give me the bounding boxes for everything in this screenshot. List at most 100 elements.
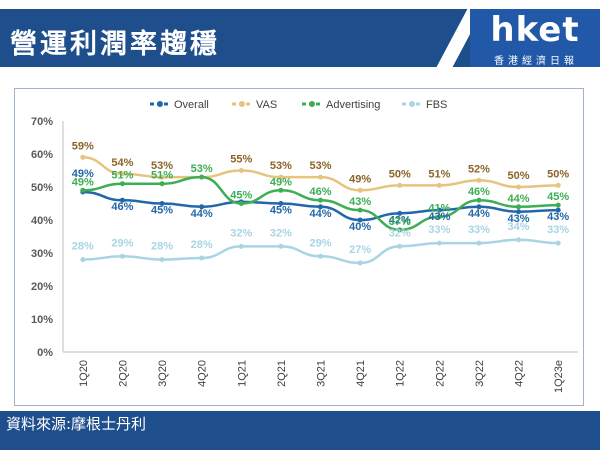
point-advertising [318,197,323,203]
point-fbs [278,243,284,249]
data-label-vas: 52% [468,163,490,175]
point-fbs [436,240,442,246]
x-tick-label: 2Q20 [117,360,129,387]
legend-marker [157,101,163,107]
x-tick-label: 3Q20 [157,360,169,387]
logo-subtitle: 香港經濟日報 [494,56,578,67]
point-vas [357,187,363,193]
data-label-advertising: 51% [111,170,133,182]
point-advertising [555,202,561,208]
point-overall [199,204,205,210]
data-label-overall: 45% [151,205,173,217]
point-vas [80,154,86,160]
legend-marker [239,101,245,107]
point-fbs [357,260,363,266]
data-label-fbs: 33% [468,224,490,236]
legend-marker [409,101,415,107]
point-fbs [80,257,86,263]
line-chart: 0% 10% 20% 30% 40% 50% 60% 70% 1Q20 2Q20 3Q20 4Q20 1… [31,99,578,393]
point-vas [278,174,284,180]
point-fbs [199,255,205,261]
data-label-advertising: 46% [309,186,331,198]
source-note: 資料來源:摩根士丹利 [6,415,147,433]
point-fbs [397,243,403,249]
legend-label: VAS [256,99,277,111]
point-advertising [238,201,244,206]
point-fbs [238,243,244,249]
data-label-advertising: 44% [508,193,530,205]
point-advertising [357,207,363,213]
point-vas [555,182,561,188]
data-label-overall: 40% [349,221,371,233]
data-label-overall: 45% [270,205,292,217]
x-tick-label: 2Q21 [276,360,288,387]
x-tick-label: 3Q21 [316,360,328,387]
y-tick-label: 70% [31,116,53,128]
chart-frame [14,88,584,406]
data-label-fbs: 32% [389,227,411,239]
data-label-fbs: 32% [270,227,292,239]
point-overall [516,209,522,215]
point-fbs [555,240,561,246]
point-overall [159,201,165,206]
x-tick-label: 1Q20 [78,360,90,387]
point-vas [436,182,442,188]
y-tick-label: 10% [31,314,53,326]
data-label-advertising: 51% [151,170,173,182]
point-advertising [159,181,165,187]
point-advertising [199,174,205,180]
point-vas [516,184,522,190]
data-label-overall: 43% [428,211,450,223]
x-tick-label: 4Q21 [355,360,367,387]
page-title: 營運利潤率趨穩 [10,29,220,60]
y-tick-label: 60% [31,149,53,161]
data-label-vas: 59% [72,140,94,152]
data-label-overall: 44% [191,208,213,220]
y-tick-label: 30% [31,248,53,260]
data-label-fbs: 28% [191,239,213,251]
legend-label: Advertising [326,99,380,111]
data-label-advertising: 49% [72,176,94,188]
point-vas [119,171,125,177]
legend-label: Overall [174,99,209,111]
data-label-fbs: 28% [151,241,173,253]
data-label-advertising: 45% [230,190,252,202]
x-tick-label: 1Q23e [553,360,565,393]
data-label-overall: 44% [309,208,331,220]
footer-bar [0,411,600,450]
data-label-fbs: 32% [230,227,252,239]
logo [470,9,600,67]
data-label-advertising: 41% [428,203,450,215]
point-advertising [516,204,522,210]
data-label-overall: 46% [111,201,133,213]
data-label-advertising: 43% [349,196,371,208]
point-advertising [436,214,442,220]
point-fbs [119,253,125,259]
data-label-overall: 43% [547,211,569,223]
data-label-vas: 50% [389,168,411,180]
data-label-fbs: 27% [349,244,371,256]
point-overall [476,204,482,210]
x-tick-label: 1Q21 [236,360,248,387]
data-label-advertising: 37% [389,216,411,228]
point-vas [238,168,244,173]
point-advertising [278,187,284,193]
point-advertising [119,181,125,187]
legend-label: FBS [426,99,447,111]
point-fbs [318,253,323,259]
point-advertising [80,187,86,193]
point-advertising [397,227,403,233]
data-label-vas: 50% [508,170,530,182]
x-tick-label: 4Q22 [514,360,526,387]
data-label-overall: 42% [389,214,411,226]
point-overall [397,210,403,216]
point-overall [278,201,284,206]
y-tick-label: 0% [37,347,53,359]
data-label-advertising: 46% [468,186,490,198]
point-vas [159,174,165,180]
data-label-overall: 49% [72,168,94,180]
y-tick-label: 20% [31,281,53,293]
data-label-vas: 53% [270,160,292,172]
x-tick-label: 1Q22 [395,360,407,387]
point-overall [357,217,363,223]
